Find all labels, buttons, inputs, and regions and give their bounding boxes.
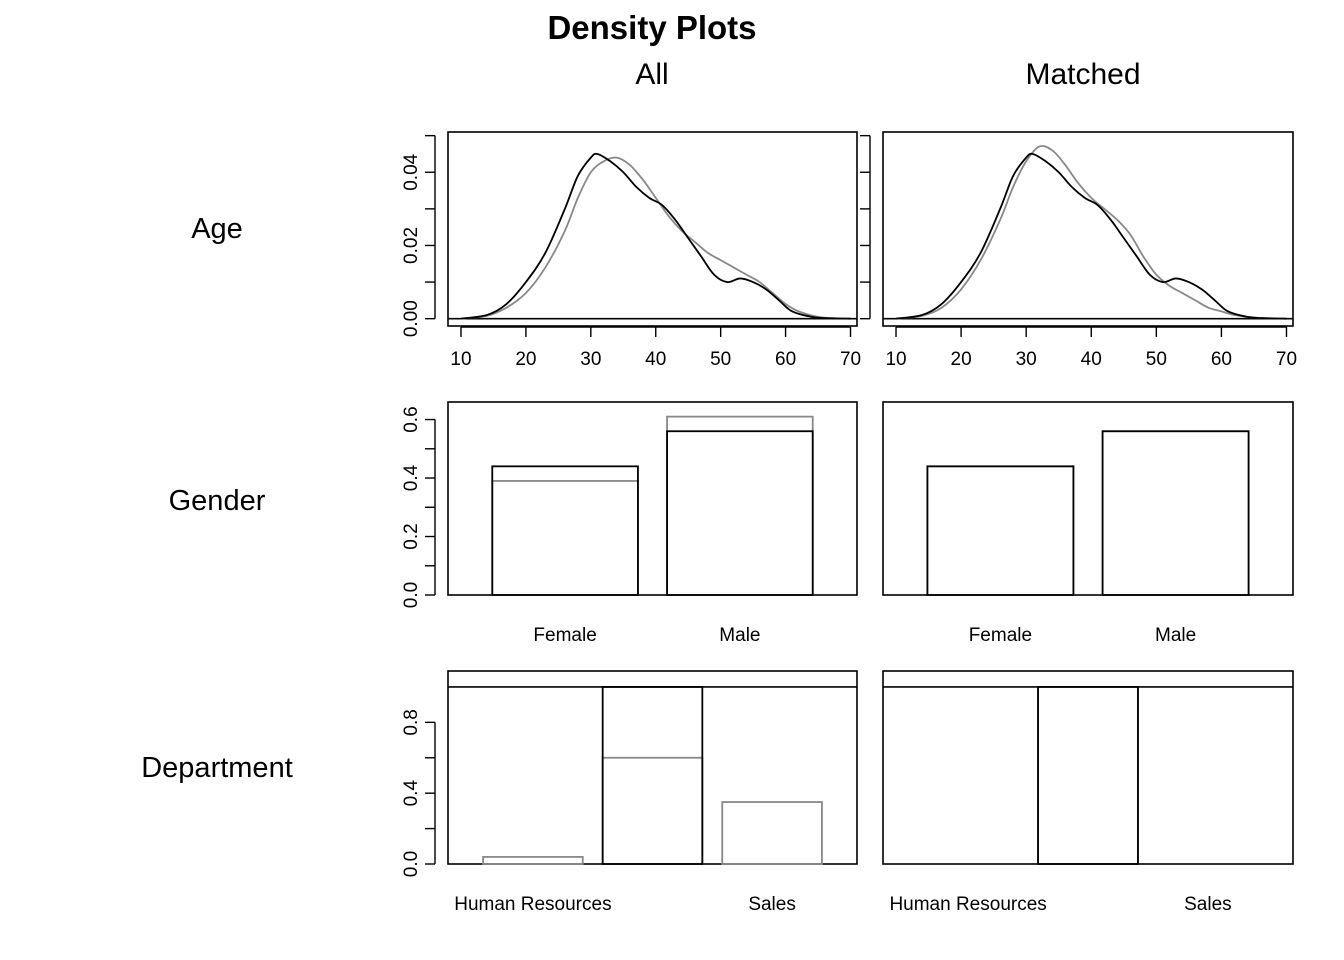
department-all-bar-human-resources-s1 bbox=[482, 856, 584, 865]
gender-matched-category-label-female: Female bbox=[969, 625, 1032, 646]
department-all-category-label-sales: Sales bbox=[748, 894, 796, 915]
department-all-frame bbox=[447, 670, 858, 865]
age-all-x-tick-label-1: 20 bbox=[515, 349, 536, 370]
age-matched-x-tick-label-5: 60 bbox=[1211, 349, 1232, 370]
gender-all-category-label-female: Female bbox=[533, 625, 596, 646]
age-all-x-tick-label-0: 10 bbox=[450, 349, 471, 370]
column-title-matched: Matched bbox=[1025, 58, 1140, 91]
department-all-y-tick-label-2: 0.8 bbox=[401, 709, 422, 735]
figure-title: Density Plots bbox=[547, 9, 756, 46]
gender-all-bar-male-s1 bbox=[666, 415, 814, 596]
age-matched-x-tick-label-6: 70 bbox=[1276, 349, 1297, 370]
department-all-bar-sales-s1 bbox=[721, 801, 823, 865]
age-all-frame bbox=[447, 131, 858, 327]
gender-matched-panel: Female Male bbox=[882, 401, 1294, 646]
department-matched-bar-cat-1-s0 bbox=[1037, 686, 1139, 865]
age-matched-series-line-1 bbox=[895, 145, 1287, 320]
gender-all-y-tick-label-0: 0.0 bbox=[401, 582, 422, 608]
age-all-series-line-0 bbox=[460, 152, 851, 320]
department-matched-category-label-sales: Sales bbox=[1184, 894, 1232, 915]
row-label-gender: Gender bbox=[169, 485, 266, 517]
gender-all-y-tick-label-1: 0.2 bbox=[401, 523, 422, 549]
gender-all-bar-male-s0 bbox=[666, 430, 814, 596]
gender-all-bar-female-s1 bbox=[491, 480, 639, 596]
age-all-x-tick-label-4: 50 bbox=[710, 349, 731, 370]
gender-all-bar-female-s0 bbox=[491, 465, 639, 596]
gender-all-y-tick-label-2: 0.4 bbox=[401, 464, 422, 491]
gender-matched-category-label-male: Male bbox=[1155, 625, 1196, 646]
department-all-y-tick-label-0: 0.0 bbox=[401, 851, 422, 877]
gender-matched-bar-male-s0 bbox=[1101, 430, 1250, 596]
age-matched-series-line-0 bbox=[895, 152, 1287, 320]
column-title-all: All bbox=[635, 58, 668, 91]
age-all-x-tick-label-3: 40 bbox=[645, 349, 666, 370]
department-matched-panel: Human Resources Sales bbox=[882, 670, 1294, 915]
gender-all-y-tick-label-3: 0.6 bbox=[401, 406, 422, 432]
department-all-y-tick-label-1: 0.4 bbox=[401, 780, 422, 807]
gender-matched-bar-female-s0 bbox=[926, 465, 1075, 596]
gender-all-panel: 0.0 0.2 0.4 0.6 Female Male bbox=[401, 401, 858, 646]
age-matched-x-tick-label-2: 30 bbox=[1016, 349, 1037, 370]
department-matched-frame bbox=[882, 670, 1294, 865]
age-matched-x-tick-label-3: 40 bbox=[1081, 349, 1102, 370]
department-all-panel: 0.0 0.4 0.8 Human Resources Sales bbox=[401, 670, 858, 915]
age-all-x-tick-label-2: 30 bbox=[580, 349, 601, 370]
age-all-x-tick-label-5: 60 bbox=[775, 349, 796, 370]
department-all-category-label-human-resources: Human Resources bbox=[454, 894, 611, 915]
gender-matched-bar-male-s1 bbox=[1101, 430, 1250, 596]
department-matched-bar-cat-1-s1 bbox=[1037, 686, 1139, 865]
age-all-y-tick-label-0: 0.00 bbox=[401, 300, 422, 337]
age-matched-x-tick-label-0: 10 bbox=[885, 349, 906, 370]
age-all-series-line-1 bbox=[460, 156, 851, 320]
age-matched-panel: 10 20 30 40 50 60 70 bbox=[860, 131, 1297, 370]
gender-all-frame bbox=[447, 401, 858, 596]
gender-matched-frame bbox=[882, 401, 1294, 596]
age-all-y-tick-label-2: 0.04 bbox=[401, 153, 422, 190]
gender-all-category-label-male: Male bbox=[719, 625, 760, 646]
age-all-panel: 0.00 0.02 0.04 10 20 30 40 50 60 70 bbox=[401, 131, 861, 370]
age-matched-frame bbox=[882, 131, 1294, 327]
department-all-bar-cat-1-s0 bbox=[601, 686, 704, 865]
department-matched-category-label-human-resources: Human Resources bbox=[889, 894, 1046, 915]
department-all-bar-cat-1-s1 bbox=[601, 756, 704, 865]
age-matched-x-tick-label-1: 20 bbox=[951, 349, 972, 370]
gender-matched-bar-female-s1 bbox=[926, 465, 1075, 596]
row-label-department: Department bbox=[141, 752, 293, 784]
age-all-x-tick-label-6: 70 bbox=[840, 349, 861, 370]
row-label-age: Age bbox=[191, 213, 243, 245]
age-all-y-tick-label-1: 0.02 bbox=[401, 227, 422, 264]
age-matched-x-tick-label-4: 50 bbox=[1146, 349, 1167, 370]
